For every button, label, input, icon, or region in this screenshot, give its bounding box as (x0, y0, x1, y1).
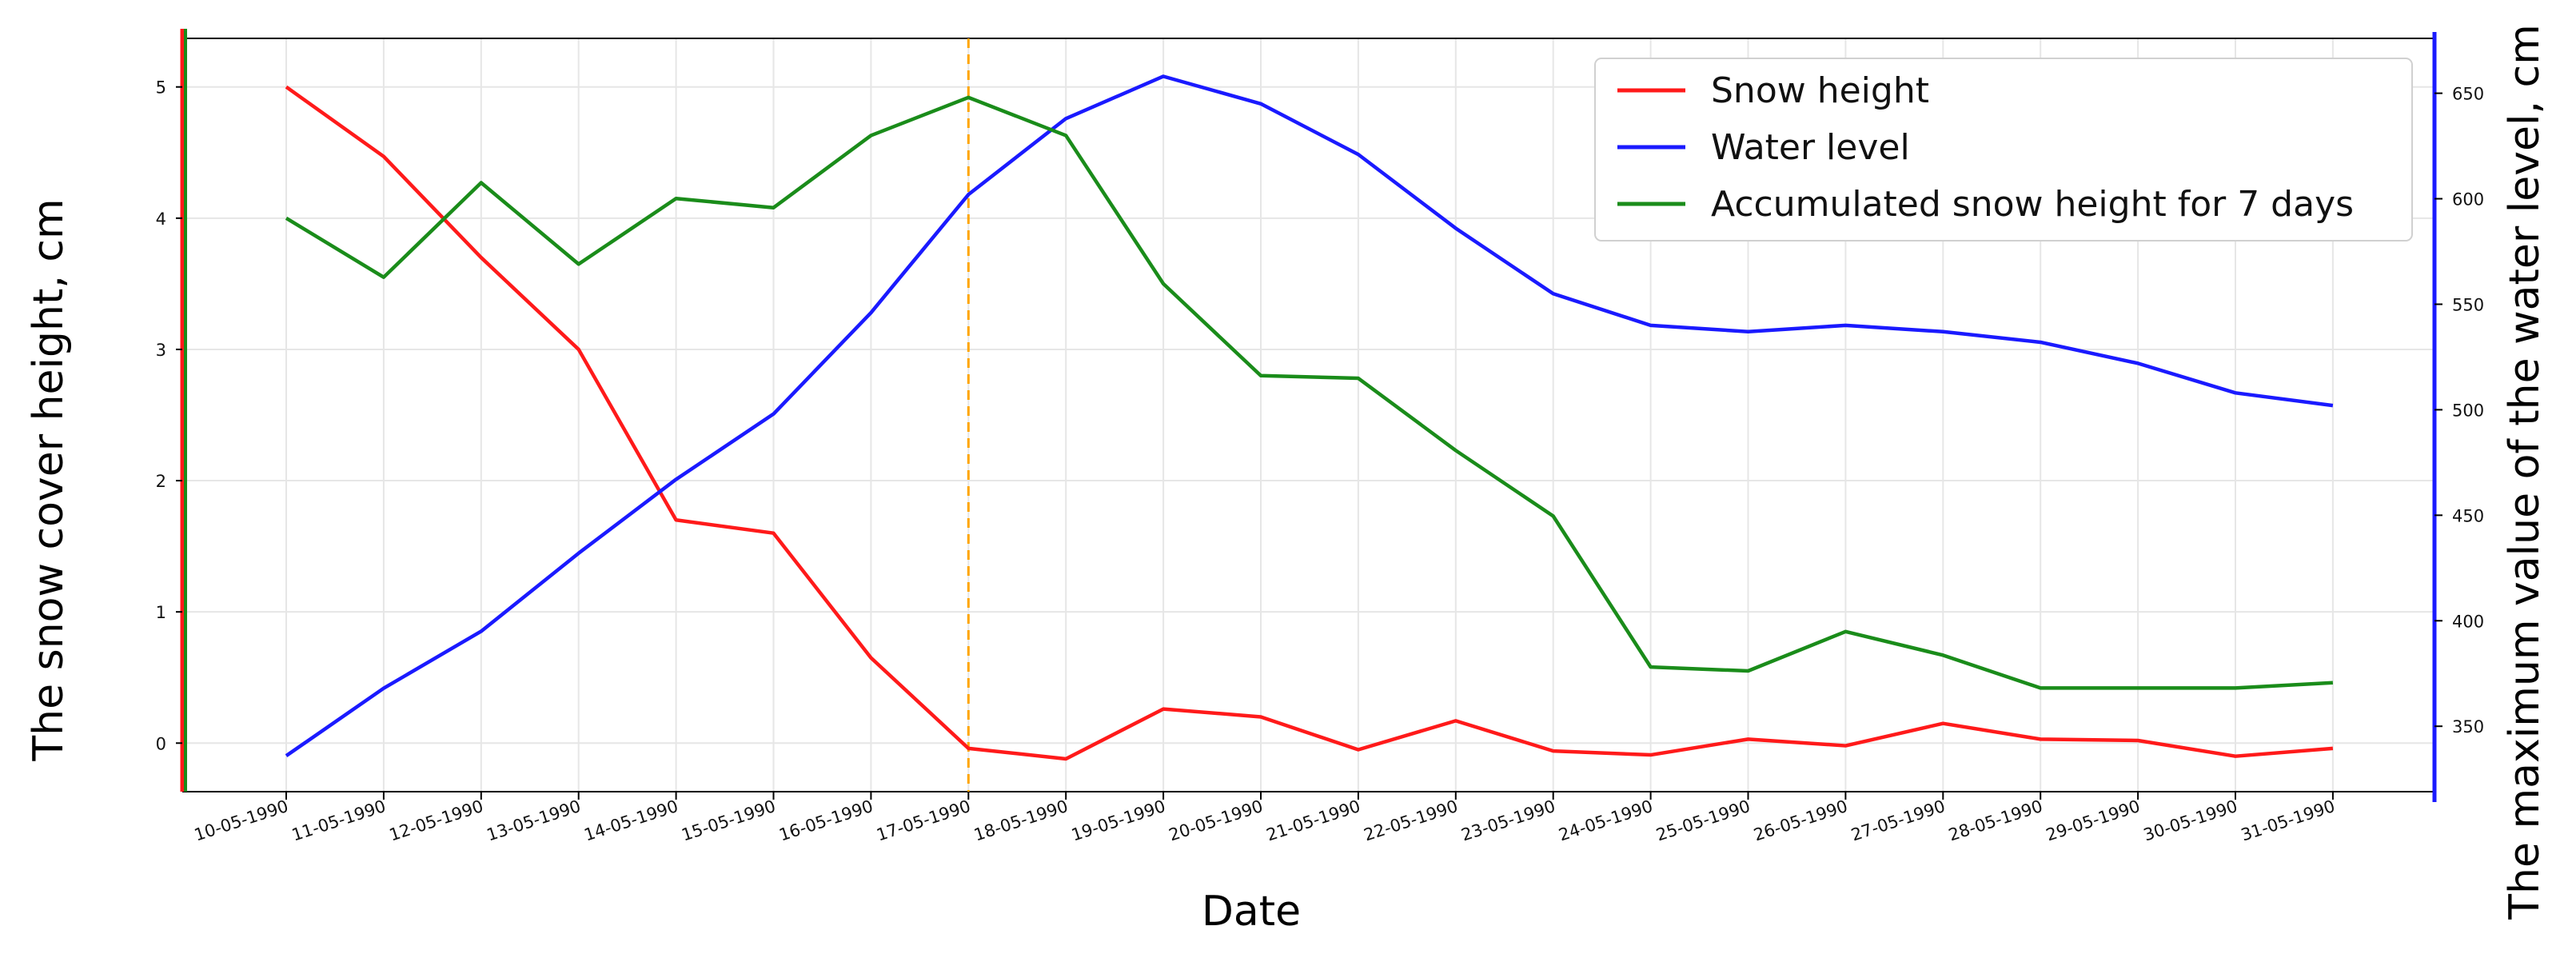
left-tick-label-5: 5 (156, 78, 166, 98)
right-tick-label-550: 550 (2452, 295, 2484, 314)
right-tick-label-650: 650 (2452, 85, 2484, 104)
left-tick-label-4: 4 (156, 210, 166, 229)
x-tick-label-17-05-1990: 17-05-1990 (874, 796, 972, 845)
left-tick-label-0: 0 (156, 734, 166, 753)
legend-label-snow-height: Snow height (1711, 70, 1929, 111)
x-tick-label-28-05-1990: 28-05-1990 (1946, 796, 2044, 845)
x-tick-label-25-05-1990: 25-05-1990 (1654, 796, 1753, 845)
right-tick-label-600: 600 (2452, 190, 2484, 210)
x-tick-label-10-05-1990: 10-05-1990 (192, 796, 290, 845)
x-tick-label-13-05-1990: 13-05-1990 (484, 796, 583, 845)
left-tick-label-2: 2 (156, 472, 166, 491)
x-tick-label-30-05-1990: 30-05-1990 (2141, 796, 2239, 845)
x-tick-label-24-05-1990: 24-05-1990 (1557, 796, 1655, 845)
x-tick-label-23-05-1990: 23-05-1990 (1459, 796, 1557, 845)
grid-layer (182, 38, 2434, 792)
x-tick-label-21-05-1990: 21-05-1990 (1264, 796, 1362, 845)
right-tick-label-350: 350 (2452, 717, 2484, 736)
x-tick-label-22-05-1990: 22-05-1990 (1362, 796, 1460, 845)
left-tick-label-1: 1 (156, 603, 166, 622)
x-tick-label-19-05-1990: 19-05-1990 (1069, 796, 1167, 845)
x-tick-label-26-05-1990: 26-05-1990 (1751, 796, 1849, 845)
x-tick-label-20-05-1990: 20-05-1990 (1166, 796, 1265, 845)
x-tick-label-18-05-1990: 18-05-1990 (971, 796, 1070, 845)
plot-frame (180, 29, 2437, 802)
legend-label-accumulated: Accumulated snow height for 7 days (1711, 184, 2354, 225)
right-tick-label-450: 450 (2452, 506, 2484, 525)
x-tick-label-14-05-1990: 14-05-1990 (582, 796, 680, 845)
legend-box (1594, 58, 2413, 241)
x-tick-label-27-05-1990: 27-05-1990 (1848, 796, 1947, 845)
left-tick-label-3: 3 (156, 341, 166, 360)
x-tick-label-16-05-1990: 16-05-1990 (776, 796, 875, 845)
series-line-snow-height (285, 85, 2334, 761)
x-axis-title: Date (1202, 888, 1301, 936)
series-line-water-level (285, 74, 2334, 757)
x-tick-label-29-05-1990: 29-05-1990 (2044, 796, 2142, 845)
x-tick-label-31-05-1990: 31-05-1990 (2239, 796, 2337, 845)
legend-label-water-level: Water level (1711, 127, 1910, 168)
x-tick-label-11-05-1990: 11-05-1990 (289, 796, 388, 845)
series-line-accumulated-snow-height-for-7-days (285, 95, 2334, 690)
right-tick-label-500: 500 (2452, 401, 2484, 420)
legend: Snow height Water level Accumulated snow… (1594, 58, 2413, 241)
y-axis-right-title: The maximum value of the water level, cm (2501, 24, 2549, 920)
series-layer (285, 38, 2334, 792)
right-tick-label-400: 400 (2452, 612, 2484, 631)
x-tick-label-15-05-1990: 15-05-1990 (680, 796, 778, 845)
y-axis-left-title: The snow cover height, cm (25, 198, 73, 761)
x-tick-label-12-05-1990: 12-05-1990 (387, 796, 485, 845)
